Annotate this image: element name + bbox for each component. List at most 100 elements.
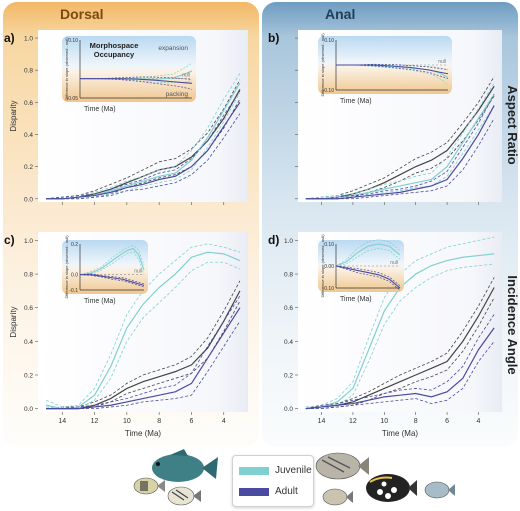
inset-c: 0.2 0.0 -0.1 null Difference in slope (obser… xyxy=(62,235,148,305)
series-adult-upper xyxy=(305,314,495,410)
y-tick-label: 1.0 xyxy=(24,36,33,43)
inset-y-tick-label: -0.10 xyxy=(323,88,335,94)
panel-c: c) 0.0 0.2 0.4 0.6 0.8 1.0 14 12 10 8 6 4 Disparity Ti… xyxy=(4,232,248,438)
inset-y-tick-label: 0.10 xyxy=(324,242,334,248)
y-tick-label: 0.8 xyxy=(24,272,33,279)
y-tick-label: 1.0 xyxy=(24,238,33,245)
inset-y-tick-label: -0.1 xyxy=(69,288,78,294)
series-adult-line xyxy=(305,327,495,410)
y-tick-label: 0.4 xyxy=(284,339,293,346)
y-tick-label: 0.8 xyxy=(24,68,33,75)
y-tick-label: 0.0 xyxy=(24,196,33,203)
inset-packing-label: packing xyxy=(166,91,189,98)
inset-null-label: null xyxy=(134,269,142,275)
series-adult-line xyxy=(46,102,241,200)
juvenile-swatch xyxy=(239,466,269,475)
legend-label-adult: Adult xyxy=(275,486,298,497)
column-title-anal: Anal xyxy=(325,6,355,22)
inset-juvenile-upper xyxy=(335,239,401,267)
series-juvenile-upper xyxy=(305,236,495,408)
inset-x-axis-label: Time (Ma) xyxy=(340,296,372,303)
y-tick-label: 0.2 xyxy=(24,164,33,171)
triggerfish-teal-icon xyxy=(152,449,218,482)
x-axis-label: Time (Ma) xyxy=(125,429,161,438)
series-adult-upper xyxy=(46,295,241,410)
inset-x-axis-label: Time (Ma) xyxy=(340,98,372,105)
inset-y-axis-label: Difference in slope (observed - null) xyxy=(320,33,325,97)
x-tick-label: 10 xyxy=(380,418,388,425)
y-tick-label: 0.4 xyxy=(24,339,33,346)
panel-a: a) 0.0 0.2 0.4 0.6 0.8 1.0 Disparity 0.10 -0.05 nu… xyxy=(4,30,248,205)
y-axis-label: Disparity xyxy=(9,100,18,131)
panel-letter-b: b) xyxy=(268,31,279,45)
y-tick-label: 0.6 xyxy=(24,100,33,107)
inset-adult-lower xyxy=(335,265,401,291)
inset-adult-line xyxy=(80,274,145,286)
inset-y-tick-label: -0.10 xyxy=(323,286,335,292)
inset-d: 0.10 0.00 -0.10 null Difference in slope (ob… xyxy=(318,234,404,303)
inset-adult-line xyxy=(336,64,449,75)
panel-b: b) 0.10 -0.10 null Difference in slope (obse… xyxy=(268,30,502,205)
series-adult-upper xyxy=(46,90,241,200)
legend: Juvenile Adult xyxy=(232,455,314,507)
inset-null-label: null xyxy=(390,260,398,266)
inset-juvenile-line xyxy=(79,247,145,276)
inset-y-tick-label: -0.05 xyxy=(67,96,79,102)
series-adult-upper xyxy=(305,94,495,200)
triggerfish-small-1-icon xyxy=(133,477,165,495)
row-title-aspect-ratio: Aspect Ratio xyxy=(505,85,520,165)
inset-null-label: null xyxy=(182,73,190,79)
inset-title-line2: Occupancy xyxy=(94,50,135,59)
legend-item-adult: Adult xyxy=(239,486,298,497)
x-axis-label: Time (Ma) xyxy=(382,429,418,438)
x-tick-label: 14 xyxy=(318,418,326,425)
inset-juvenile-line xyxy=(335,243,401,267)
inset-adult-lower xyxy=(79,274,145,288)
x-tick-label: 6 xyxy=(190,418,194,425)
triggerfish-small-2-icon xyxy=(167,486,201,506)
inset-adult-line xyxy=(335,265,401,289)
inset-y-tick-label: 0.00 xyxy=(324,264,334,270)
inset-y-tick-label: 0.10 xyxy=(324,38,334,44)
y-tick-label: 0.2 xyxy=(284,372,293,379)
inset-expansion-label: expansion xyxy=(158,45,188,52)
inset-bg-a xyxy=(62,36,196,102)
inset-y-tick-label: 0.0 xyxy=(71,273,78,279)
row-title-incidence-angle: Incidence Angle xyxy=(505,275,520,374)
y-tick-label: 0.6 xyxy=(284,305,293,312)
inset-y-axis-label: Difference in slope (observed - null) xyxy=(320,234,325,298)
series-adult-line xyxy=(305,105,495,200)
inset-null-label: null xyxy=(438,59,446,65)
series-adult-lower xyxy=(305,341,495,410)
y-tick-label: 0.4 xyxy=(24,132,33,139)
x-tick-label: 6 xyxy=(445,418,449,425)
inset-adult-upper xyxy=(335,265,401,287)
y-axis-label: Disparity xyxy=(9,306,18,337)
inset-adult-line xyxy=(80,78,193,84)
column-title-dorsal: Dorsal xyxy=(60,6,104,22)
inset-b: 0.10 -0.10 null Difference in slope (observ… xyxy=(318,33,452,105)
x-tick-label: 10 xyxy=(123,418,131,425)
inset-y-tick-label: 0.10 xyxy=(68,38,78,44)
y-tick-label: 0.0 xyxy=(24,406,33,413)
x-tick-label: 14 xyxy=(58,418,66,425)
panel-letter-a: a) xyxy=(4,31,15,45)
x-tick-label: 8 xyxy=(414,418,418,425)
inset-x-axis-label: Time (Ma) xyxy=(84,106,116,113)
x-tick-label: 4 xyxy=(477,418,481,425)
adult-swatch xyxy=(239,487,269,496)
inset-y-axis-label: Difference in slope (observed - null) xyxy=(64,235,69,299)
y-tick-label: 0.6 xyxy=(24,305,33,312)
series-adult-line xyxy=(46,307,241,410)
legend-label-juvenile: Juvenile xyxy=(275,465,312,476)
y-tick-label: 1.0 xyxy=(284,238,293,245)
triggerfish-small-3-icon xyxy=(322,488,353,506)
series-juvenile-upper xyxy=(305,82,495,200)
inset-bg-c xyxy=(62,240,148,294)
x-tick-label: 4 xyxy=(222,418,226,425)
triggerfish-small-4-icon xyxy=(424,481,455,499)
inset-y-axis-label: Difference in slope (observed - null) xyxy=(64,37,69,101)
x-tick-label: 12 xyxy=(349,418,357,425)
